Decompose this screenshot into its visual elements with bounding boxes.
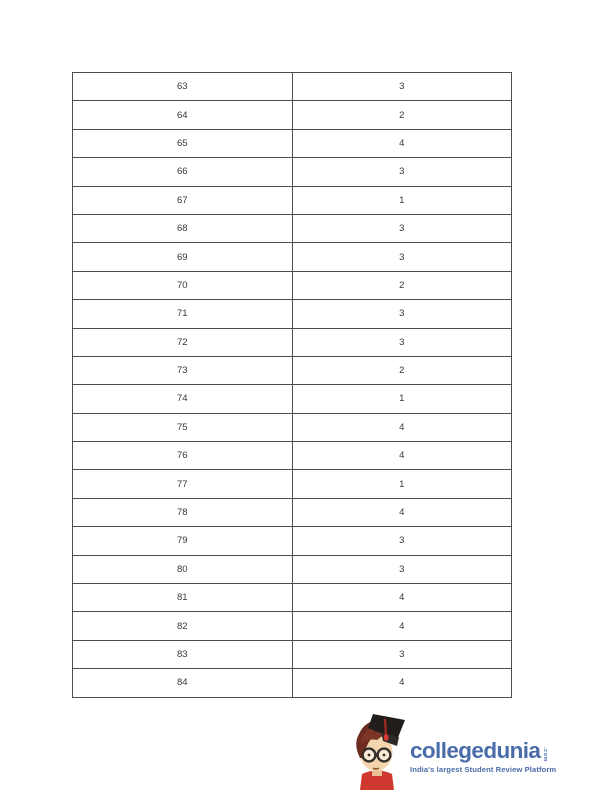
answer-cell: 4 <box>291 128 512 159</box>
table-row: 66 3 <box>72 157 512 187</box>
answer-cell: 3 <box>291 299 512 329</box>
answer-cell: 2 <box>291 100 512 130</box>
table-row: 63 3 <box>72 71 512 102</box>
question-number-cell: 78 <box>72 497 293 528</box>
table-row: 79 3 <box>72 526 512 556</box>
answer-cell: 1 <box>291 469 512 499</box>
brand-tagline: India's largest Student Review Platform <box>410 765 557 774</box>
question-number-cell: 74 <box>72 384 293 414</box>
answer-cell: 3 <box>291 71 512 102</box>
table-row: 82 4 <box>72 611 512 641</box>
table-row: 72 3 <box>72 327 512 357</box>
table-row: 71 3 <box>72 299 512 329</box>
question-number-cell: 69 <box>72 242 293 272</box>
collegedunia-mascot-icon <box>356 714 405 790</box>
table-row: 70 2 <box>72 270 512 301</box>
answer-cell: 3 <box>291 213 512 244</box>
table-row: 68 3 <box>72 213 512 244</box>
table-row: 78 4 <box>72 497 512 528</box>
answer-cell: 1 <box>291 185 512 215</box>
question-number-cell: 63 <box>72 71 293 102</box>
answer-cell: 3 <box>291 157 512 187</box>
answer-cell: 4 <box>291 583 512 613</box>
answer-cell: 2 <box>291 270 512 301</box>
table-row: 83 3 <box>72 639 512 670</box>
answer-cell: 1 <box>291 384 512 414</box>
table-row: 81 4 <box>72 583 512 613</box>
answer-cell: 3 <box>291 554 512 585</box>
answer-cell: 4 <box>291 497 512 528</box>
answer-cell: 4 <box>291 611 512 641</box>
answer-cell: 3 <box>291 242 512 272</box>
logo-text: collegedunia .com India's largest Studen… <box>410 738 557 774</box>
question-number-cell: 67 <box>72 185 293 215</box>
answer-cell: 3 <box>291 526 512 556</box>
answer-cell: 4 <box>291 441 512 471</box>
brand-name: collegedunia <box>410 738 541 763</box>
question-number-cell: 75 <box>72 412 293 443</box>
answer-cell: 3 <box>291 327 512 357</box>
table-row: 67 1 <box>72 185 512 215</box>
table-row: 75 4 <box>72 412 512 443</box>
table-row: 84 4 <box>72 668 512 698</box>
brand-tld: .com <box>541 747 548 762</box>
question-number-cell: 81 <box>72 583 293 613</box>
answer-table: 63 3 64 2 65 4 66 3 67 1 68 3 69 3 70 2 71 3 72 3 73 2 74 1 75 4 7… <box>72 71 512 698</box>
question-number-cell: 68 <box>72 213 293 244</box>
question-number-cell: 79 <box>72 526 293 556</box>
answer-cell: 2 <box>291 355 512 386</box>
question-number-cell: 80 <box>72 554 293 585</box>
question-number-cell: 82 <box>72 611 293 641</box>
question-number-cell: 83 <box>72 639 293 670</box>
question-number-cell: 77 <box>72 469 293 499</box>
table-row: 73 2 <box>72 355 512 386</box>
table-row: 77 1 <box>72 469 512 499</box>
question-number-cell: 64 <box>72 100 293 130</box>
brand-row: collegedunia .com <box>410 738 556 763</box>
table-row: 76 4 <box>72 441 512 471</box>
table-row: 74 1 <box>72 384 512 414</box>
answer-cell: 4 <box>291 668 512 698</box>
question-number-cell: 71 <box>72 299 293 329</box>
question-number-cell: 65 <box>72 128 293 159</box>
question-number-cell: 66 <box>72 157 293 187</box>
collegedunia-logo[interactable]: collegedunia .com India's largest Studen… <box>351 710 556 790</box>
table-row: 69 3 <box>72 242 512 272</box>
question-number-cell: 84 <box>72 668 293 698</box>
table-row: 80 3 <box>72 554 512 585</box>
question-number-cell: 76 <box>72 441 293 471</box>
table-row: 64 2 <box>72 100 512 130</box>
answer-cell: 4 <box>291 412 512 443</box>
question-number-cell: 70 <box>72 270 293 301</box>
question-number-cell: 72 <box>72 327 293 357</box>
question-number-cell: 73 <box>72 355 293 386</box>
answer-cell: 3 <box>291 639 512 670</box>
table-row: 65 4 <box>72 128 512 159</box>
